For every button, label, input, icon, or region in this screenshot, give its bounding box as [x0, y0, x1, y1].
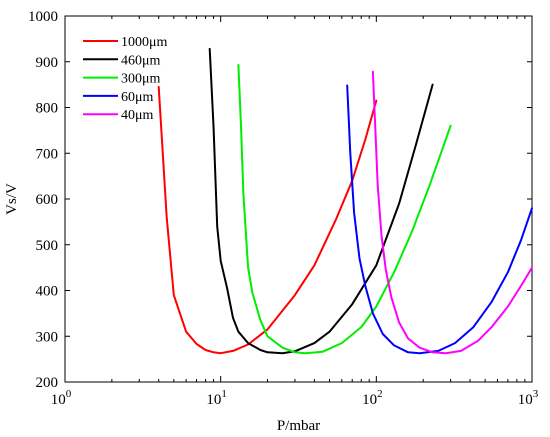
y-tick-label: 400 — [36, 284, 59, 300]
x-tick-label: 100 — [51, 388, 72, 408]
legend-label: 460μm — [121, 53, 161, 68]
x-tick-label: 102 — [362, 388, 383, 408]
series-line-1 — [157, 85, 378, 355]
y-axis-ticks: 200 300 400 500 600 700 800 900 1000 — [28, 9, 532, 391]
legend-label: 60μm — [121, 90, 154, 105]
y-tick-label: 800 — [36, 101, 59, 117]
y-tick-label: 1000 — [28, 9, 58, 25]
y-tick-label: 300 — [36, 329, 59, 345]
legend-label: 1000μm — [121, 35, 168, 50]
x-tick-exponent: 2 — [377, 388, 383, 400]
y-tick-label: 900 — [36, 55, 59, 71]
y-tick-label: 700 — [36, 146, 59, 162]
x-tick-base: 10 — [51, 392, 66, 408]
x-tick-exponent: 1 — [221, 388, 227, 400]
y-tick-label: 200 — [36, 375, 59, 391]
x-tick-base: 10 — [518, 392, 533, 408]
legend-label: 300μm — [121, 72, 161, 87]
x-tick-base: 10 — [206, 392, 221, 408]
series-line-4 — [346, 84, 533, 355]
y-tick-label: 600 — [36, 192, 59, 208]
x-tick-exponent: 0 — [66, 388, 72, 400]
x-tick-base: 10 — [362, 392, 377, 408]
x-tick-label: 103 — [518, 388, 539, 408]
x-tick-exponent: 3 — [533, 388, 539, 400]
legend-label: 40μm — [121, 108, 154, 123]
legend: 1000μm 460μm 300μm 60μm 40μm — [83, 35, 168, 123]
x-axis-label: P/mbar — [277, 418, 320, 434]
y-tick-label: 500 — [36, 238, 59, 254]
series-line-5 — [371, 70, 533, 355]
series-line-2 — [208, 47, 434, 355]
y-axis-label: Vs/V — [4, 183, 20, 215]
series-line-3 — [237, 64, 452, 355]
series-lines — [157, 47, 533, 355]
x-axis-ticks: 100 101 102 103 — [51, 16, 539, 408]
x-tick-label: 101 — [206, 388, 227, 408]
